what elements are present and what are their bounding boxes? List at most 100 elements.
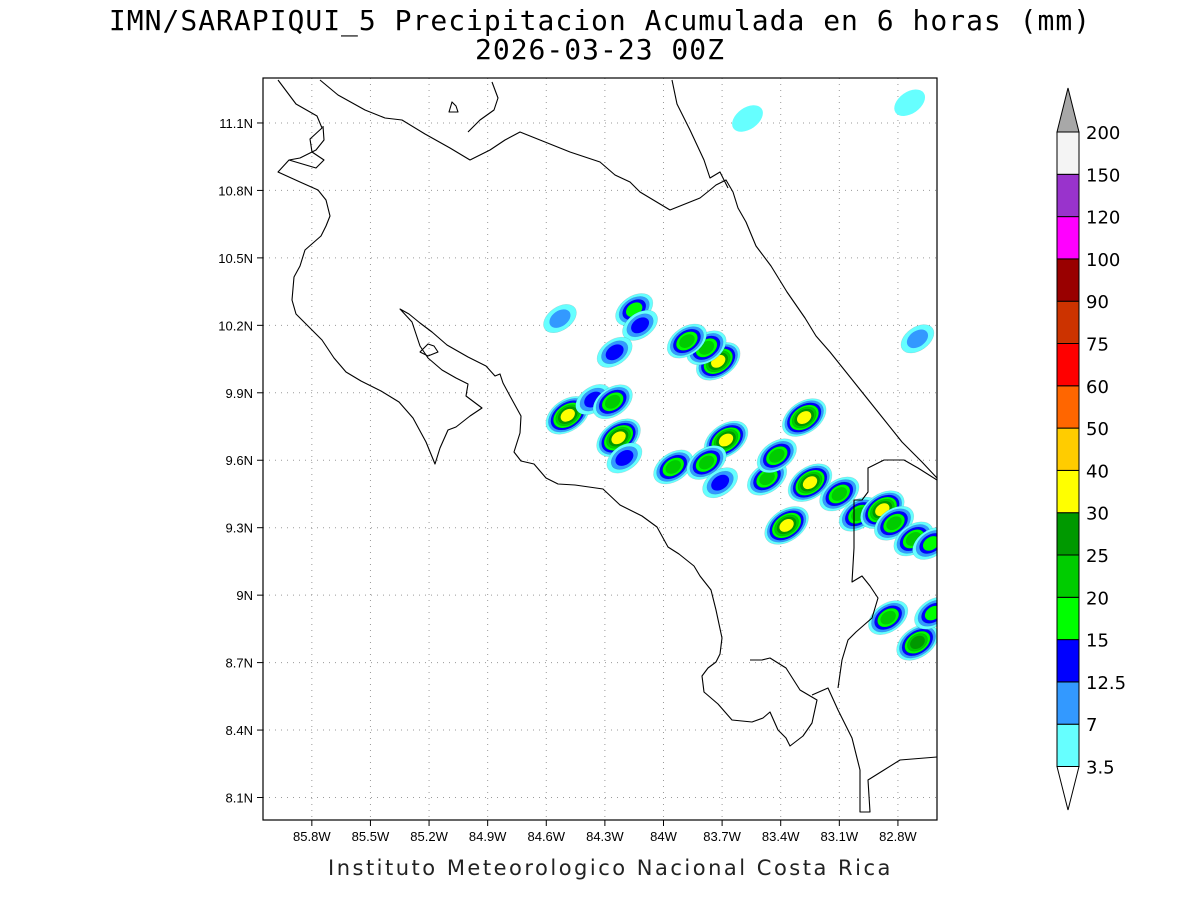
x-tick-label: 85.2W <box>410 829 448 844</box>
precip-contour <box>802 476 818 490</box>
colorbar-label: 100 <box>1086 250 1120 271</box>
colorbar-label: 30 <box>1086 504 1109 525</box>
colorbar-label: 50 <box>1086 419 1109 440</box>
y-tick-label: 10.8N <box>218 183 253 198</box>
precip-cell <box>764 506 809 545</box>
precip-contour <box>886 516 902 531</box>
precip-cell <box>894 89 926 116</box>
colorbar-label: 25 <box>1086 546 1109 567</box>
precip-contour <box>894 89 926 116</box>
colorbar-bin <box>1056 131 1080 175</box>
panama-border <box>837 459 937 689</box>
precip-cell <box>914 596 937 630</box>
precip-cell <box>756 438 797 474</box>
y-tick-label: 11.1N <box>219 116 253 131</box>
precip-cell <box>782 398 827 437</box>
y-tick-label: 9N <box>236 588 253 603</box>
y-tick-label: 8.4N <box>226 723 253 738</box>
precipitation-cells <box>543 89 937 661</box>
y-tick-label: 9.3N <box>226 521 253 536</box>
map-subtitle: 2026-03-23 00Z <box>474 33 725 66</box>
colorbar-label: 90 <box>1086 292 1109 313</box>
precip-contour <box>665 460 681 474</box>
x-tick-label: 83.1W <box>821 829 859 844</box>
colorbar-label: 75 <box>1086 335 1109 356</box>
colorbar-bin <box>1056 427 1080 471</box>
precip-contour <box>605 394 621 409</box>
precip-cell <box>653 449 694 485</box>
precip-cell <box>596 336 633 368</box>
colorbar-bin <box>1056 300 1080 345</box>
y-tick-label: 9.6N <box>226 453 253 468</box>
axis-ticks: 85.8W 85.5W 85.2W 84.9W 84.6W 84.3W 84W 83.7W 83… <box>218 116 917 844</box>
colorbar-label: 120 <box>1086 208 1120 229</box>
colorbar-label: 200 <box>1086 123 1120 144</box>
y-tick-label: 8.7N <box>226 656 253 671</box>
precip-contour <box>605 344 624 361</box>
colorbar-bin <box>1056 258 1080 302</box>
map-frame <box>262 77 938 821</box>
precip-contour <box>906 329 929 349</box>
x-tick-label: 84.9W <box>469 829 507 844</box>
precip-cell <box>868 600 909 635</box>
precip-cell <box>900 324 935 354</box>
precip-cell <box>896 624 937 661</box>
colorbar-label: 15 <box>1086 631 1109 652</box>
island-2 <box>419 343 439 357</box>
colorbar-bin <box>1056 512 1080 556</box>
colorbar-label: 40 <box>1086 461 1109 482</box>
precip-contour <box>679 334 695 348</box>
x-tick-label: 82.8W <box>879 829 917 844</box>
colorbar-bin <box>1056 385 1080 429</box>
y-tick-label: 10.5N <box>218 251 253 266</box>
nicaragua-border <box>288 79 729 189</box>
precip-cell <box>819 476 860 512</box>
precip-contour <box>718 433 734 447</box>
x-tick-label: 85.8W <box>293 829 331 844</box>
precip-contour <box>611 431 626 445</box>
precip-contour <box>560 408 575 422</box>
colorbar-over-arrow <box>1056 87 1080 133</box>
x-tick-label: 83.4W <box>762 829 800 844</box>
lake-nicaragua-shore <box>467 81 499 133</box>
x-tick-label: 85.5W <box>352 829 390 844</box>
colorbar-bin <box>1056 216 1080 260</box>
precip-cell <box>622 309 658 341</box>
colorbar-bin <box>1056 639 1080 683</box>
precip-contour <box>769 448 785 463</box>
coastline <box>277 79 937 813</box>
x-tick-label: 83.7W <box>703 829 741 844</box>
precip-contour <box>711 474 730 491</box>
precip-contour <box>922 536 937 551</box>
colorbar-bin <box>1056 469 1080 514</box>
x-tick-label: 84.3W <box>586 829 624 844</box>
precip-contour <box>732 105 763 132</box>
x-tick-label: 84W <box>650 829 677 844</box>
map-title: IMN/SARAPIQUI_5 Precipitacion Acumulada … <box>108 4 1092 37</box>
y-tick-label: 10.2N <box>218 318 253 333</box>
pacific-coastline <box>277 79 937 813</box>
colorbar-bin <box>1056 173 1080 218</box>
precip-contour <box>797 411 812 424</box>
y-tick-label: 8.1N <box>226 791 253 806</box>
x-tick-label: 84.6W <box>527 829 565 844</box>
precip-cell <box>686 445 727 480</box>
colorbar-bin <box>1056 723 1080 768</box>
precip-cell <box>732 105 763 132</box>
colorbar-label: 3.5 <box>1086 758 1115 779</box>
precip-contour <box>631 317 650 334</box>
precip-contour <box>698 455 715 470</box>
caribbean-coastline <box>319 79 937 479</box>
colorbar-label: 12.5 <box>1086 673 1126 694</box>
precip-contour <box>880 610 896 625</box>
colorbar-bin <box>1056 596 1080 641</box>
precip-contour <box>549 309 571 328</box>
precip-cell <box>702 467 738 499</box>
precip-cell <box>666 323 707 359</box>
precip-cell <box>606 442 643 474</box>
precip-contour <box>924 605 937 621</box>
colorbar-label: 7 <box>1086 715 1097 736</box>
colorbar: 3.5 7 12.5 15 20 25 30 40 50 60 75 90 100 120 150 200 <box>1056 87 1126 811</box>
colorbar-bin <box>1056 681 1080 725</box>
